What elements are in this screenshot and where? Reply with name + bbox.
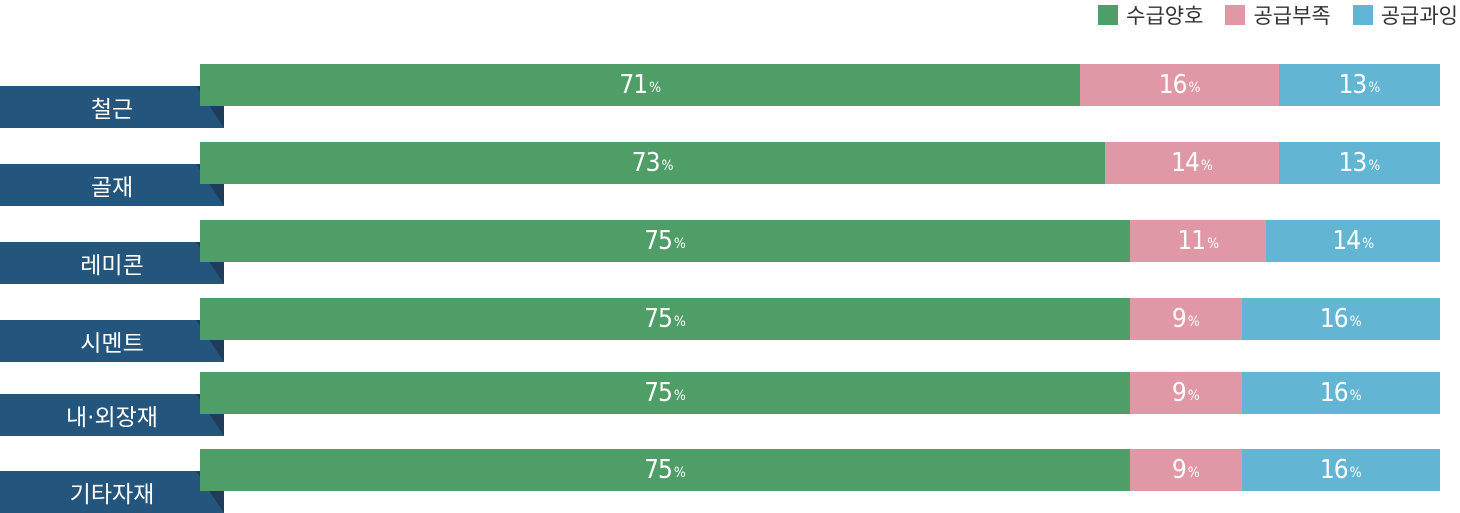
legend-item-supply-excess: 공급과잉	[1352, 0, 1458, 30]
bar-segment-remicon-supply-good: 75%	[200, 220, 1130, 262]
data-label-unit: %	[1349, 465, 1362, 481]
data-label-unit: %	[1187, 388, 1200, 404]
bar-row-interior-exterior: 내·외장재 75% 9% 16%	[0, 372, 1460, 436]
data-label-value: 13	[1338, 70, 1368, 100]
data-label-value: 16	[1319, 304, 1349, 334]
data-label-unit: %	[1349, 314, 1362, 330]
bar-segment-interior-exterior-supply-excess: 16%	[1241, 372, 1440, 414]
data-label-unit: %	[1368, 158, 1381, 174]
data-label-unit: %	[649, 80, 662, 96]
data-label-value: 9	[1171, 304, 1187, 334]
category-label-remicon: 레미콘	[0, 242, 224, 284]
data-label-unit: %	[1200, 158, 1213, 174]
legend-label-supply-excess: 공급과잉	[1380, 4, 1458, 28]
bar-segment-remicon-supply-shortage: 11%	[1130, 220, 1267, 262]
data-label-unit: %	[673, 388, 686, 404]
data-label-value: 11	[1177, 226, 1206, 256]
legend-swatch-supply-excess	[1352, 5, 1373, 25]
legend-swatch-supply-shortage	[1225, 5, 1246, 25]
bar-segment-other-materials-supply-excess: 16%	[1241, 449, 1440, 491]
bar-segment-aggregate-supply-good: 73%	[200, 142, 1106, 184]
data-label-value: 73	[631, 148, 661, 178]
bar-segment-rebar-supply-shortage: 16%	[1080, 64, 1279, 106]
data-label-unit: %	[661, 158, 674, 174]
data-label-value: 75	[644, 226, 673, 256]
data-label-unit: %	[1368, 80, 1381, 96]
legend-label-supply-good: 수급양호	[1126, 4, 1204, 28]
data-label-value: 75	[644, 378, 673, 408]
category-label-interior-exterior: 내·외장재	[0, 394, 224, 436]
data-label-value: 14	[1171, 148, 1200, 178]
data-label-value: 16	[1158, 70, 1188, 100]
data-label-value: 13	[1338, 148, 1368, 178]
data-label-value: 14	[1332, 226, 1361, 256]
bar-segment-rebar-supply-good: 71%	[200, 64, 1081, 106]
bar-row-other-materials: 기타자재 75% 9% 16%	[0, 449, 1460, 513]
category-label-other-materials: 기타자재	[0, 471, 224, 513]
data-label-value: 9	[1171, 378, 1187, 408]
legend: 수급양호 공급부족 공급과잉	[1098, 0, 1460, 30]
bar-segment-aggregate-supply-shortage: 14%	[1105, 142, 1279, 184]
bar-row-cement: 시멘트 75% 9% 16%	[0, 298, 1460, 362]
bar-segment-interior-exterior-supply-good: 75%	[200, 372, 1130, 414]
data-label-unit: %	[1187, 314, 1200, 330]
data-label-value: 71	[619, 70, 648, 100]
data-label-unit: %	[1188, 80, 1201, 96]
data-label-unit: %	[673, 465, 686, 481]
bar-segment-other-materials-supply-good: 75%	[200, 449, 1130, 491]
data-label-value: 75	[644, 455, 673, 485]
bar-segment-cement-supply-excess: 16%	[1241, 298, 1440, 340]
bar-segment-remicon-supply-excess: 14%	[1266, 220, 1440, 262]
legend-swatch-supply-good	[1098, 5, 1119, 25]
bar-segment-aggregate-supply-excess: 13%	[1278, 142, 1440, 184]
legend-label-supply-shortage: 공급부족	[1253, 4, 1331, 28]
data-label-value: 75	[644, 304, 673, 334]
bar-segment-rebar-supply-excess: 13%	[1278, 64, 1440, 106]
category-label-aggregate: 골재	[0, 164, 224, 206]
bar-row-rebar: 철근 71% 16% 13%	[0, 64, 1460, 128]
data-label-value: 16	[1319, 455, 1349, 485]
bar-row-aggregate: 골재 73% 14% 13%	[0, 142, 1460, 206]
category-label-cement: 시멘트	[0, 320, 224, 362]
data-label-unit: %	[1362, 236, 1375, 252]
legend-item-supply-good: 수급양호	[1098, 0, 1203, 30]
data-label-unit: %	[1207, 236, 1220, 252]
category-label-rebar: 철근	[0, 86, 224, 128]
data-label-unit: %	[1349, 388, 1362, 404]
bar-segment-other-materials-supply-shortage: 9%	[1130, 449, 1242, 491]
data-label-unit: %	[673, 314, 686, 330]
data-label-unit: %	[673, 236, 686, 252]
legend-item-supply-shortage: 공급부족	[1225, 0, 1331, 30]
bar-segment-cement-supply-shortage: 9%	[1130, 298, 1242, 340]
data-label-value: 16	[1319, 378, 1349, 408]
data-label-unit: %	[1187, 465, 1200, 481]
data-label-value: 9	[1171, 455, 1187, 485]
bar-row-remicon: 레미콘 75% 11% 14%	[0, 220, 1460, 284]
bar-segment-interior-exterior-supply-shortage: 9%	[1130, 372, 1242, 414]
bar-segment-cement-supply-good: 75%	[200, 298, 1130, 340]
